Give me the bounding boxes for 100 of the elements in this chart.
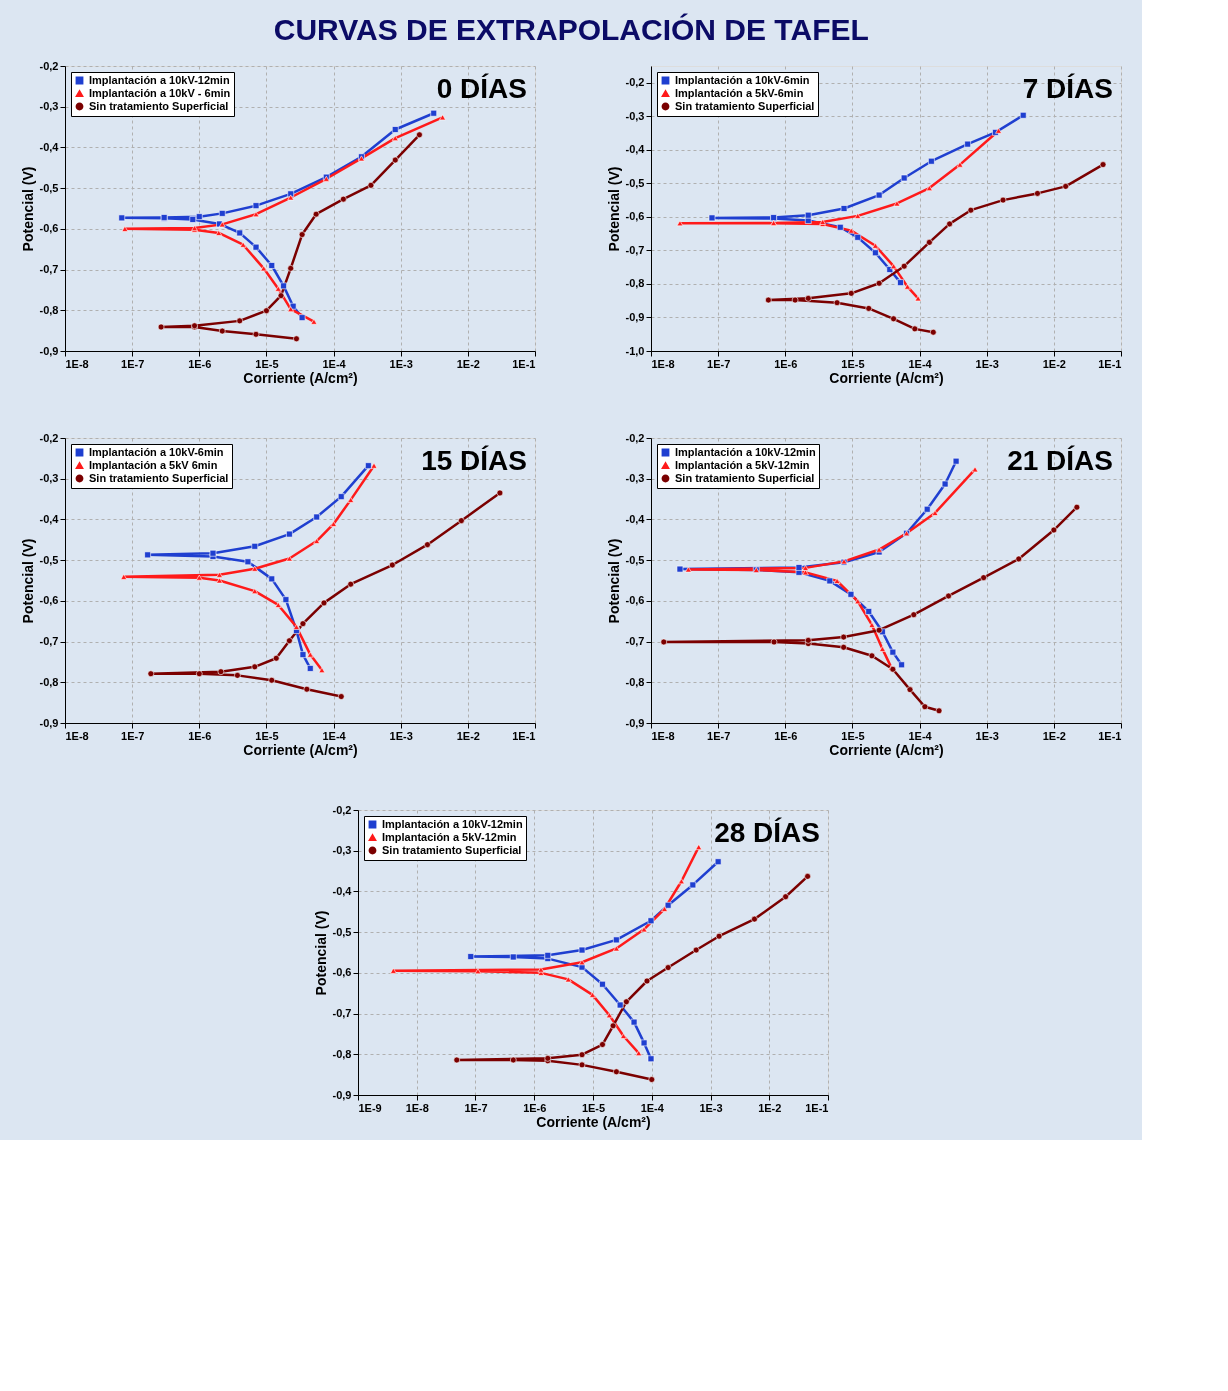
y-tick-label: -0,2	[625, 431, 645, 444]
x-tick-label: 1E-7	[121, 357, 145, 370]
x-tick-label: 1E-2	[456, 729, 480, 742]
y-tick-label: -0,2	[332, 803, 352, 816]
y-tick-label: -0,8	[625, 675, 645, 688]
legend-label: Implantación a 5kV-12min	[675, 458, 810, 471]
x-axis-title: Corriente (A/cm²)	[829, 369, 944, 386]
y-tick-label: -0,5	[39, 181, 59, 194]
y-tick-label: -0,9	[625, 716, 645, 729]
y-tick-label: -0,4	[39, 140, 60, 153]
x-tick-label: 1E-5	[581, 1101, 606, 1114]
y-tick-label: -0,7	[39, 263, 59, 276]
x-tick-label: 1E-8	[405, 1101, 429, 1114]
y-tick-label: -0,7	[332, 1007, 352, 1020]
x-tick-label: 1E-6	[188, 357, 212, 370]
x-axis-title: Corriente (A/cm²)	[243, 741, 358, 758]
y-tick-label: -0,5	[332, 925, 352, 938]
legend-label: Implantación a 10kV - 6min	[89, 86, 231, 99]
y-tick-label: -0,7	[39, 635, 59, 648]
annotation: 28 DÍAS	[714, 817, 820, 848]
x-tick-label: 1E-3	[389, 357, 413, 370]
legend-label: Implantación a 5kV-6min	[675, 86, 804, 99]
x-tick-label: 1E-1	[512, 729, 536, 742]
y-tick-label: -0,7	[625, 243, 645, 256]
y-tick-label: -0,4	[625, 143, 646, 156]
y-axis-title: Potencial (V)	[19, 538, 36, 624]
x-tick-label: 1E-2	[1042, 357, 1066, 370]
x-tick-label: 1E-6	[774, 357, 798, 370]
y-tick-label: -0,6	[625, 210, 645, 223]
x-tick-label: 1E-1	[805, 1101, 829, 1114]
x-tick-label: 1E-5	[841, 729, 865, 742]
y-tick-label: -0,9	[39, 344, 59, 357]
x-tick-label: 1E-1	[512, 357, 536, 370]
y-tick-label: -0,2	[39, 59, 59, 72]
x-tick-label: 1E-2	[456, 357, 480, 370]
x-tick-label: 1E-3	[389, 729, 413, 742]
y-tick-label: -0,5	[625, 176, 645, 189]
x-tick-label: 1E-1	[1098, 357, 1122, 370]
y-tick-label: -0,4	[332, 884, 353, 897]
y-tick-label: -0,9	[39, 716, 59, 729]
y-tick-label: -0,6	[39, 222, 59, 235]
x-tick-label: 1E-4	[908, 357, 933, 370]
x-tick-label: 1E-8	[65, 729, 89, 742]
legend-label: Implantación a 10kV-12min	[675, 445, 816, 458]
y-tick-label: -0,5	[625, 553, 645, 566]
y-tick-label: -0,6	[332, 966, 352, 979]
x-tick-label: 1E-8	[651, 357, 675, 370]
legend-label: Implantación a 5kV 6min	[89, 458, 218, 471]
x-tick-label: 1E-5	[255, 357, 279, 370]
x-tick-label: 1E-3	[975, 357, 999, 370]
x-tick-label: 1E-1	[1098, 729, 1122, 742]
legend-label: Sin tratamiento Superficial	[382, 843, 522, 856]
y-tick-label: -0,9	[332, 1088, 352, 1101]
x-tick-label: 1E-4	[908, 729, 933, 742]
x-tick-label: 1E-3	[975, 729, 999, 742]
x-tick-label: 1E-8	[651, 729, 675, 742]
y-tick-label: -1,0	[625, 344, 645, 357]
y-tick-label: -0,4	[39, 512, 60, 525]
y-tick-label: -0,3	[39, 472, 59, 485]
x-tick-label: 1E-2	[758, 1101, 782, 1114]
y-tick-label: -0,8	[39, 675, 59, 688]
x-tick-label: 1E-4	[322, 729, 347, 742]
annotation: 21 DÍAS	[1007, 445, 1113, 476]
y-tick-label: -0,8	[39, 303, 59, 316]
y-tick-label: -0,3	[39, 100, 59, 113]
x-tick-label: 1E-9	[358, 1101, 382, 1114]
annotation: 15 DÍAS	[421, 445, 527, 476]
y-tick-label: -0,3	[625, 109, 645, 122]
x-tick-label: 1E-6	[523, 1101, 547, 1114]
y-axis-title: Potencial (V)	[605, 538, 622, 624]
x-tick-label: 1E-8	[65, 357, 89, 370]
y-axis-title: Potencial (V)	[312, 910, 329, 996]
y-tick-label: -0,2	[625, 76, 645, 89]
y-tick-label: -0,3	[625, 472, 645, 485]
y-tick-label: -0,3	[332, 844, 352, 857]
legend-label: Implantación a 10kV-6min	[675, 73, 810, 86]
legend-label: Implantación a 10kV-12min	[382, 817, 523, 830]
x-tick-label: 1E-6	[774, 729, 798, 742]
legend-label: Implantación a 10kV-6min	[89, 445, 224, 458]
legend-label: Sin tratamiento Superficial	[89, 471, 229, 484]
x-tick-label: 1E-7	[121, 729, 145, 742]
y-tick-label: -0,8	[332, 1047, 352, 1060]
y-axis-title: Potencial (V)	[19, 166, 36, 252]
x-tick-label: 1E-4	[322, 357, 347, 370]
x-tick-label: 1E-7	[707, 357, 731, 370]
y-tick-label: -0,4	[625, 512, 646, 525]
x-tick-label: 1E-3	[699, 1101, 723, 1114]
chart-title: CURVAS DE EXTRAPOLACIÓN DE TAFEL	[273, 12, 869, 46]
legend-label: Sin tratamiento Superficial	[89, 99, 229, 112]
annotation: 0 DÍAS	[436, 73, 527, 104]
y-tick-label: -0,8	[625, 277, 645, 290]
x-tick-label: 1E-7	[707, 729, 731, 742]
legend-label: Sin tratamiento Superficial	[675, 471, 815, 484]
annotation: 7 DÍAS	[1022, 73, 1113, 104]
x-tick-label: 1E-7	[464, 1101, 488, 1114]
legend-label: Implantación a 5kV-12min	[382, 830, 517, 843]
x-axis-title: Corriente (A/cm²)	[243, 369, 358, 386]
y-tick-label: -0,9	[625, 310, 645, 323]
y-tick-label: -0,6	[625, 594, 645, 607]
y-tick-label: -0,2	[39, 431, 59, 444]
